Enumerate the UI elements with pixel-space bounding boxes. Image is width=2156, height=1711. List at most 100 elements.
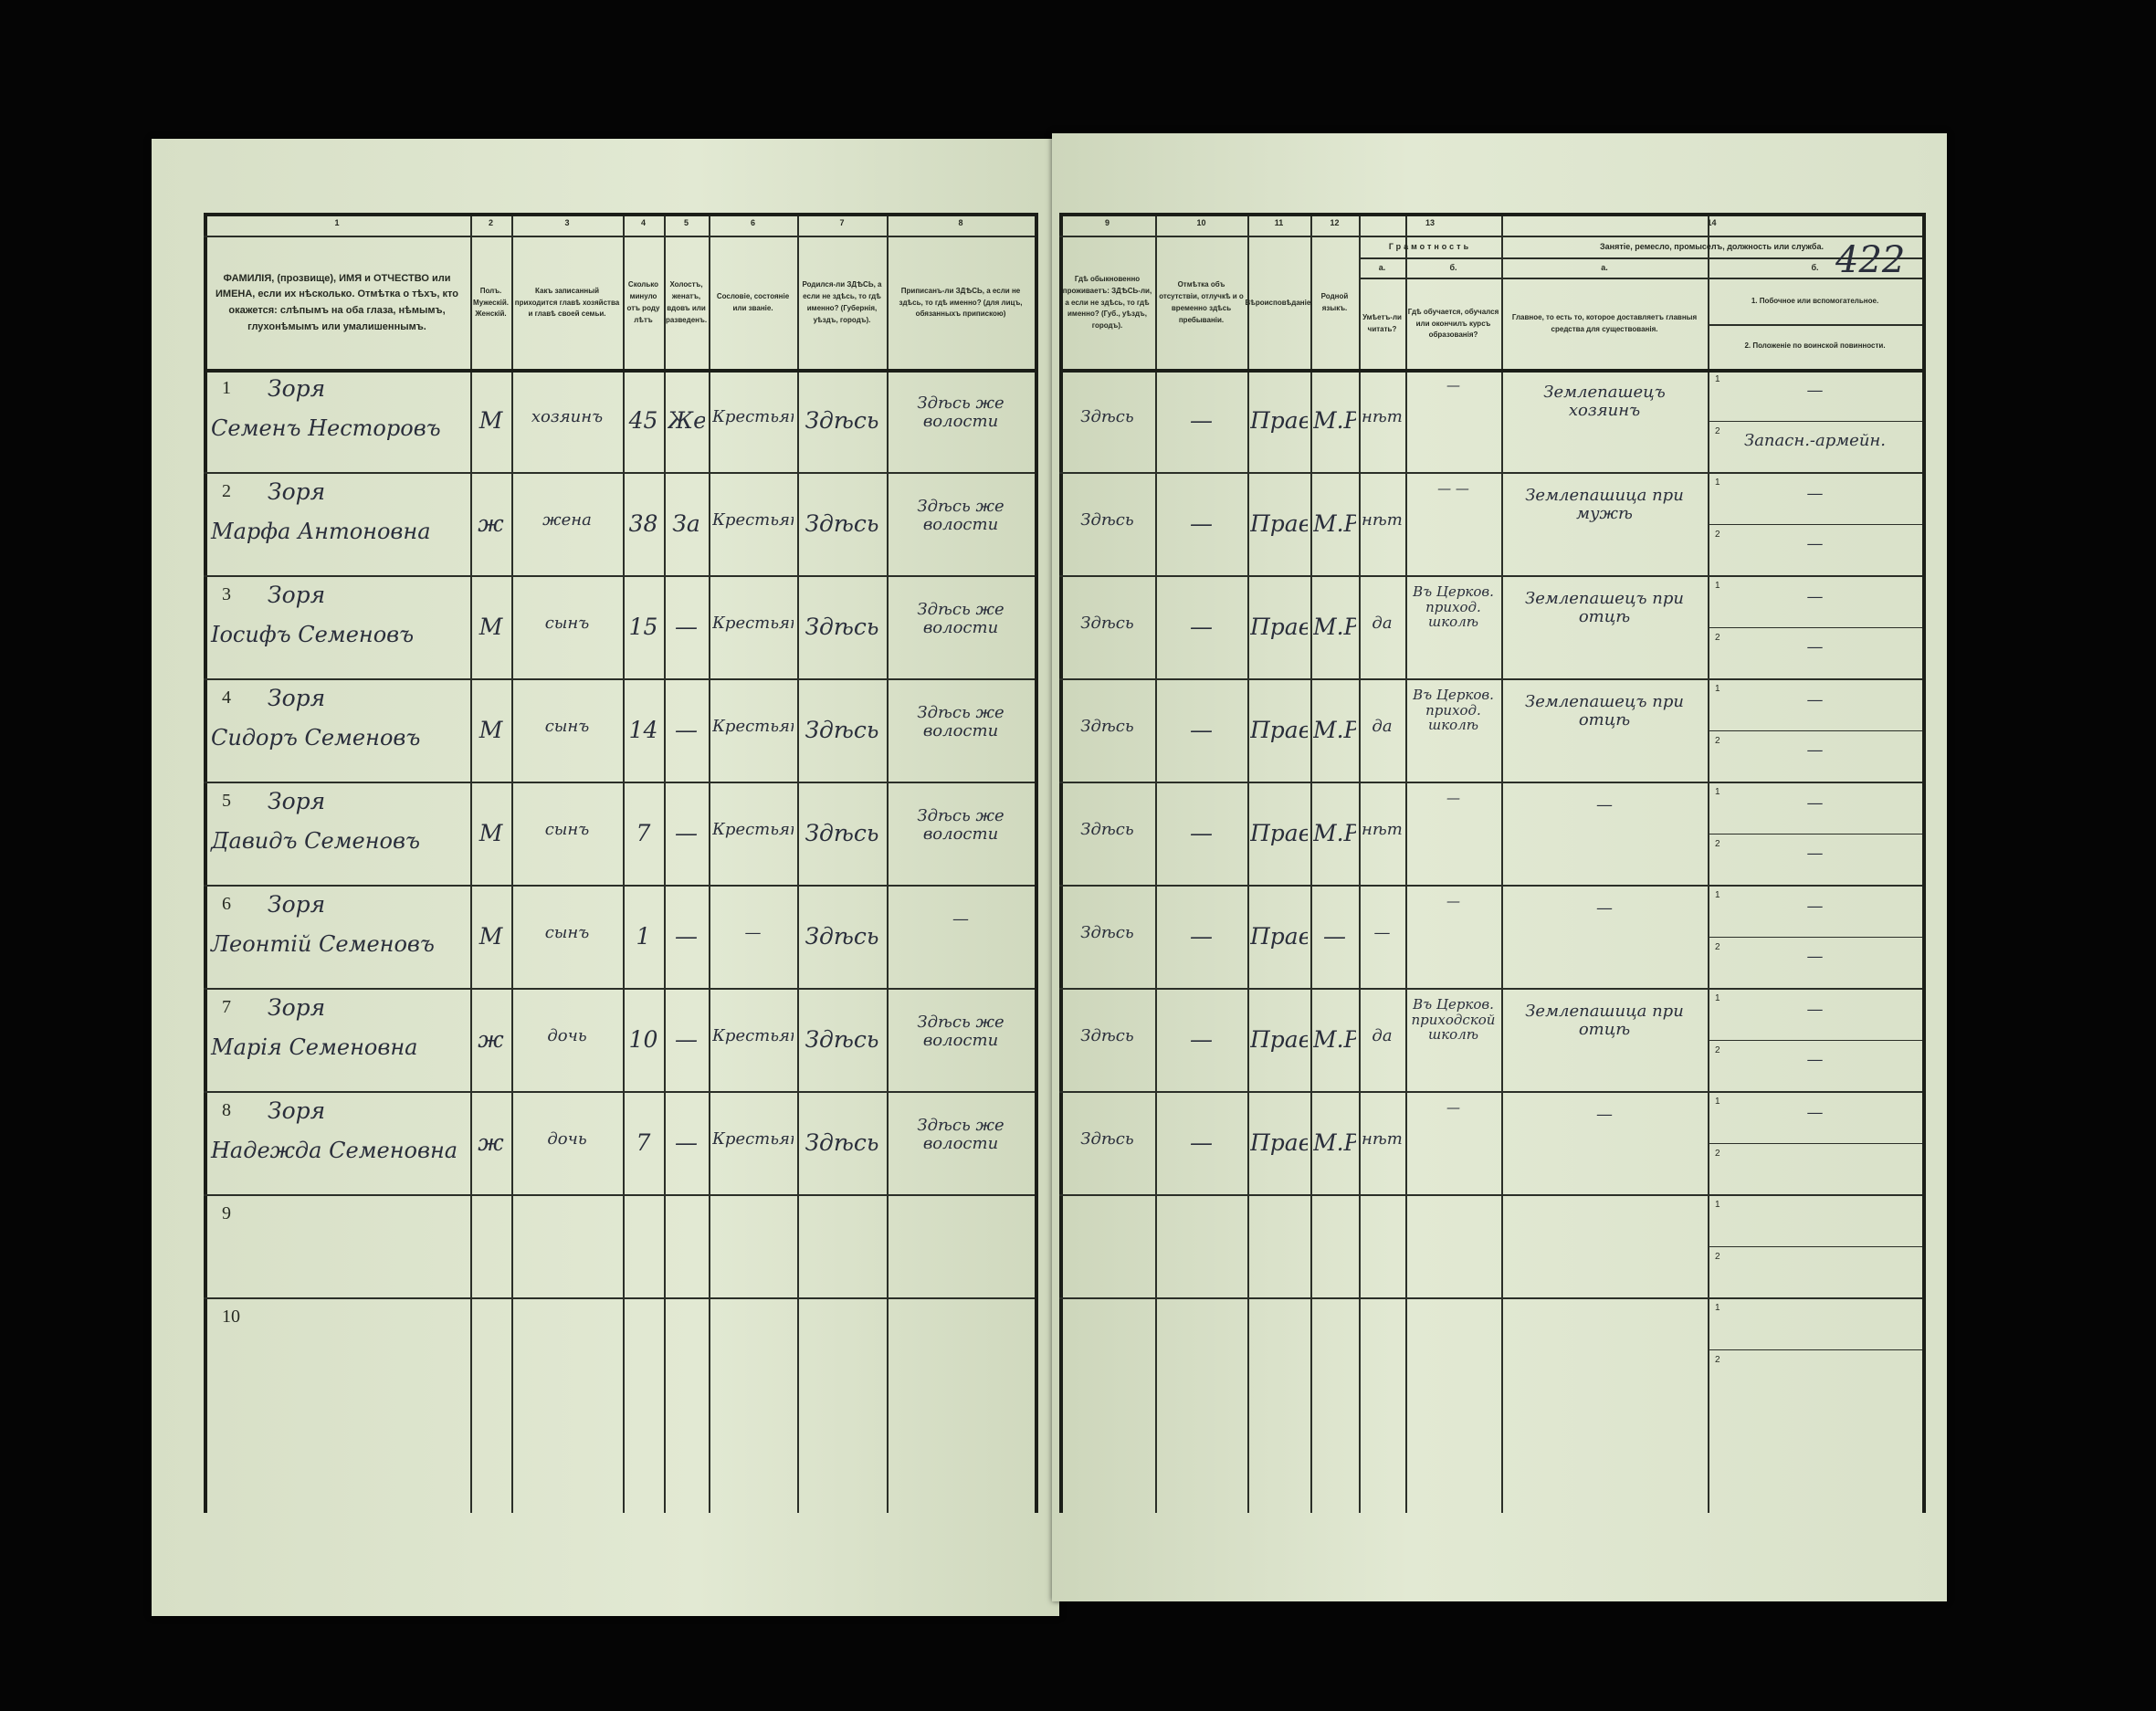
right-column-line [1359,213,1361,1513]
relation: дочь [547,1026,587,1045]
left-table-top [204,213,1035,216]
subcolumn-header: Гдѣ обучается, обучался или окончилъ кур… [1407,307,1499,340]
right-header-bottom [1059,369,1922,373]
absence: — [1190,510,1213,536]
left-column-line [511,213,513,1513]
born: Здѣсь [805,1129,879,1155]
group-line [1501,257,1922,259]
subrow-label-2: 2 [1715,1251,1720,1262]
right-column-line [1155,213,1157,1513]
left-row-line [204,1091,1035,1093]
relation: жена [542,510,592,530]
language: М.Р. [1313,820,1356,845]
column-header: Отмѣтка объ отсутствіи, отлучкѣ и о врем… [1159,280,1244,324]
subrow-line [1708,1039,1922,1041]
school: — [1446,1099,1460,1116]
religion: Право [1250,717,1308,742]
absence: — [1190,820,1213,845]
occupation: Землепашецъ хозяинъ [1543,383,1666,420]
subrow-label-2: 2 [1715,632,1720,643]
registered: Здѣсь же волости [917,703,1004,740]
subrow-label-1: 1 [1715,374,1720,384]
right-row-line [1059,1091,1922,1093]
marital: За [672,510,700,536]
literate: да [1372,614,1393,633]
side-occupation: — [1806,690,1824,709]
subrow-line [1708,1142,1922,1144]
language: М.Р. [1313,614,1356,639]
marital: — [675,717,698,742]
column-number: 2 [488,218,493,227]
age: 14 [628,717,658,742]
literate: — [1373,923,1391,942]
relation: хозяинъ [531,407,604,426]
occupation: Землепашица при мужѣ [1525,486,1684,523]
left-page [152,139,1059,1616]
sex: М [479,923,503,949]
school: Въ Церков. приходской школѣ [1411,996,1496,1043]
column-number: 14 [1707,218,1717,227]
column-header: Родился-ли ЗДѢСЬ, а если не здѣсь, то гд… [802,280,882,324]
left-row-line [204,575,1035,577]
side-occupation: — [1806,381,1824,400]
right-column-line [1059,213,1063,1513]
literate: нѣтъ [1362,407,1403,426]
military-status: — [1806,740,1824,760]
sex: М [479,614,503,639]
sex: М [479,717,503,742]
right-column-line [1708,213,1709,1513]
side-occupation: — [1806,1103,1824,1122]
subcolumn-header: Главное, то есть то, которое доставляетъ… [1511,313,1698,333]
left-column-line [623,213,625,1513]
subrow-line [1708,936,1922,938]
row-number: 8 [222,1100,231,1120]
column-number: 5 [683,218,689,227]
column-number: 9 [1104,218,1110,227]
subrow-line [1708,523,1922,525]
row-number: 9 [222,1203,231,1223]
subrow-label-1: 1 [1715,1097,1720,1107]
age: 7 [636,820,651,845]
side-occupation: — [1806,484,1824,503]
literate: да [1372,1026,1393,1045]
subrow-label-1: 1 [1715,684,1720,694]
subrow-label-1: 1 [1715,1200,1720,1210]
occupation: — [1596,898,1613,918]
right-row-line [1059,678,1922,680]
relation: сынъ [544,717,590,736]
age: 10 [628,1026,658,1052]
born: Здѣсь [805,614,879,639]
born: Здѣсь [805,717,879,742]
right-column-line [1501,213,1503,1513]
military-status: — [1806,843,1824,863]
row-number: 2 [222,481,231,501]
absence: — [1190,1026,1213,1052]
language: — [1323,923,1346,949]
right-row-line [1059,472,1922,474]
relation: сынъ [544,614,590,633]
subcolumn-label: а. [1378,263,1386,272]
marital: — [675,1026,698,1052]
row-number: 10 [222,1307,240,1327]
subheader-line [1708,324,1922,326]
given-name-patronymic: Надежда Семеновна [211,1138,458,1163]
estate: Крестьян. [712,510,794,530]
lives: Здѣсь [1080,510,1134,530]
subrow-label-2: 2 [1715,1148,1720,1159]
marital: — [675,820,698,845]
subcolumn-label: а. [1601,263,1608,272]
column-header: Полъ. Мужескій. Женскій. [473,286,509,319]
column-number: 3 [564,218,570,227]
subrow-line [1708,833,1922,835]
registered: Здѣсь же волости [917,497,1004,534]
absence: — [1190,1129,1213,1155]
religion: Право [1250,1026,1308,1052]
surname: Зоря [268,1097,326,1124]
column-number: 11 [1274,218,1284,227]
surname: Зоря [268,994,326,1021]
subcolumn-header: Умѣетъ-ли читать? [1362,313,1402,333]
subrow-label-1: 1 [1715,1303,1720,1313]
column-number: 8 [958,218,963,227]
absence: — [1190,923,1213,949]
row-number: 7 [222,997,231,1017]
